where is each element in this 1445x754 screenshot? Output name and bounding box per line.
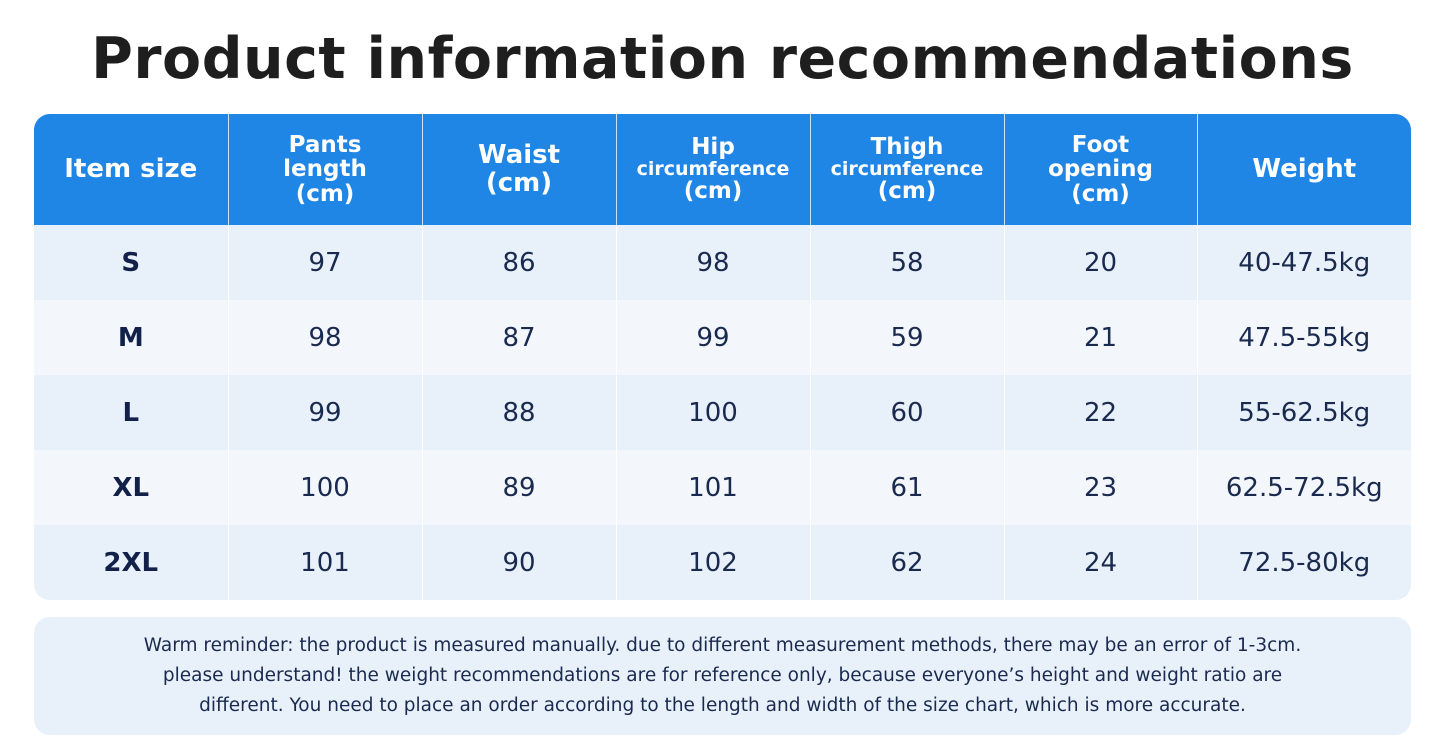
size-table: Item size Pants length (cm) Waist (cm) Hip circ… (34, 114, 1411, 600)
table-body: S 97 86 98 58 20 40-47.5kg M 98 87 99 59 21 47.5-55kg… (34, 225, 1411, 600)
header-label-line: Hip (691, 134, 735, 161)
warm-reminder-note: Warm reminder: the product is measured m… (34, 617, 1411, 735)
cell-thigh-circumference: 58 (809, 225, 1004, 300)
header-foot-opening: Foot opening (cm) (1003, 114, 1197, 225)
header-label-line: Weight (1252, 153, 1357, 184)
cell-weight: 55-62.5kg (1196, 375, 1411, 450)
note-line: please understand! the weight recommenda… (162, 665, 1283, 686)
table-row: L 99 88 100 60 22 55-62.5kg (34, 375, 1411, 450)
note-line: Warm reminder: the product is measured m… (143, 635, 1302, 656)
cell-foot-opening: 20 (1003, 225, 1197, 300)
header-label-line: Foot (1071, 132, 1130, 159)
cell-weight: 47.5-55kg (1196, 300, 1411, 375)
header-label-line: opening (1048, 156, 1153, 183)
cell-pants-length: 99 (227, 375, 422, 450)
cell-weight: 62.5-72.5kg (1196, 450, 1411, 525)
cell-hip-circumference: 102 (615, 525, 810, 600)
size-label-cell: XL (34, 450, 228, 525)
cell-thigh-circumference: 61 (809, 450, 1004, 525)
cell-foot-opening: 21 (1003, 300, 1197, 375)
cell-thigh-circumference: 60 (809, 375, 1004, 450)
header-weight: Weight (1196, 114, 1411, 225)
header-label-line: (cm) (683, 178, 743, 205)
header-label-line: circumference (830, 157, 984, 180)
cell-waist: 86 (421, 225, 616, 300)
header-item-size: Item size (34, 114, 228, 225)
cell-thigh-circumference: 62 (809, 525, 1004, 600)
cell-pants-length: 98 (227, 300, 422, 375)
header-label-line: (cm) (485, 167, 553, 198)
size-label-cell: L (34, 375, 228, 450)
header-hip-circumference: Hip circumference (cm) (615, 114, 810, 225)
table-row: 2XL 101 90 102 62 24 72.5-80kg (34, 525, 1411, 600)
header-label-line: (cm) (295, 180, 355, 207)
header-label-line: Thigh (870, 134, 944, 161)
cell-waist: 89 (421, 450, 616, 525)
header-label-line: Waist (477, 140, 561, 171)
size-table-container: Item size Pants length (cm) Waist (cm) Hip circ… (34, 114, 1411, 600)
header-waist: Waist (cm) (421, 114, 616, 225)
cell-hip-circumference: 99 (615, 300, 810, 375)
size-label-cell: 2XL (34, 525, 228, 600)
cell-foot-opening: 22 (1003, 375, 1197, 450)
cell-hip-circumference: 100 (615, 375, 810, 450)
cell-waist: 87 (421, 300, 616, 375)
table-row: XL 100 89 101 61 23 62.5-72.5kg (34, 450, 1411, 525)
table-header: Item size Pants length (cm) Waist (cm) Hip circ… (34, 114, 1411, 225)
cell-hip-circumference: 98 (615, 225, 810, 300)
cell-foot-opening: 24 (1003, 525, 1197, 600)
note-line: different. You need to place an order ac… (199, 695, 1246, 716)
cell-waist: 90 (421, 525, 616, 600)
header-label-line: (cm) (877, 178, 937, 205)
cell-pants-length: 101 (227, 525, 422, 600)
header-label-line: (cm) (1071, 180, 1130, 207)
cell-foot-opening: 23 (1003, 450, 1197, 525)
size-label-cell: S (34, 225, 228, 300)
cell-waist: 88 (421, 375, 616, 450)
header-label-line: Item size (64, 153, 198, 184)
cell-thigh-circumference: 59 (809, 300, 1004, 375)
page-title: Product information recommendations (91, 26, 1354, 92)
cell-pants-length: 100 (227, 450, 422, 525)
header-label-line: circumference (636, 157, 790, 180)
header-row: Item size Pants length (cm) Waist (cm) Hip circ… (34, 114, 1411, 225)
cell-weight: 72.5-80kg (1196, 525, 1411, 600)
table-row: S 97 86 98 58 20 40-47.5kg (34, 225, 1411, 300)
header-label-line: Pants (288, 132, 362, 159)
cell-hip-circumference: 101 (615, 450, 810, 525)
size-label-cell: M (34, 300, 228, 375)
header-thigh-circumference: Thigh circumference (cm) (809, 114, 1004, 225)
header-pants-length: Pants length (cm) (227, 114, 422, 225)
table-row: M 98 87 99 59 21 47.5-55kg (34, 300, 1411, 375)
cell-pants-length: 97 (227, 225, 422, 300)
cell-weight: 40-47.5kg (1196, 225, 1411, 300)
header-label-line: length (283, 156, 367, 183)
